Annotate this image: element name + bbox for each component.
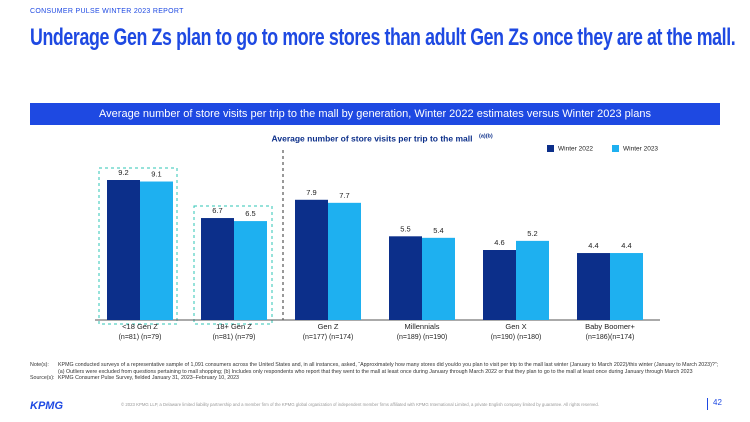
notes: Note(s): KPMG conducted surveys of a repr…: [30, 362, 720, 382]
slide-title: Underage Gen Zs plan to go to more store…: [30, 24, 736, 51]
bar: [577, 253, 610, 320]
highlight-box: [193, 205, 273, 325]
legend-swatch: [612, 145, 619, 152]
x-tick-label: Gen Z: [318, 322, 339, 331]
bar: [483, 250, 516, 320]
sample-size: (n=190) (n=180): [491, 334, 542, 341]
note-text: KPMG conducted surveys of a representati…: [58, 362, 719, 375]
value-label: 7.9: [306, 188, 316, 197]
sample-size: (n=177) (n=174): [303, 334, 354, 341]
bar: [140, 181, 173, 320]
x-tick-label: Millennials: [404, 322, 439, 331]
bar: [201, 218, 234, 320]
chart-title: Average number of store visits per trip …: [272, 133, 473, 143]
chart: Average number of store visits per trip …: [95, 133, 660, 341]
bar: [107, 180, 140, 320]
value-label: 6.5: [245, 209, 255, 218]
note-label: Note(s):: [30, 362, 49, 368]
value-label: 6.7: [212, 206, 222, 215]
bar: [389, 236, 422, 320]
x-tick-label: <18 Gen Z: [122, 322, 158, 331]
report-label: CONSUMER PULSE WINTER 2023 REPORT: [30, 8, 184, 15]
sample-size: (n=186)(n=174): [586, 334, 635, 341]
value-label: 4.4: [588, 241, 598, 250]
bar: [516, 240, 549, 320]
bar: [422, 237, 455, 320]
page-number: 42: [707, 398, 722, 410]
x-tick-label: Gen X: [505, 322, 526, 331]
copyright: © 2023 KPMG LLP, a Delaware limited liab…: [120, 402, 600, 407]
source-row: Source(s): KPMG Consumer Pulse Survey, fi…: [30, 375, 720, 382]
bar: [610, 253, 643, 320]
value-label: 4.4: [621, 241, 631, 250]
chart-title-note: (a)(b): [479, 133, 493, 139]
logo: KPMG: [30, 400, 63, 412]
legend-label: Winter 2022: [558, 146, 593, 153]
value-label: 7.7: [339, 191, 349, 200]
x-tick-label: 18+ Gen Z: [216, 322, 252, 331]
source-label: Source(s):: [30, 375, 55, 381]
source-text: KPMG Consumer Pulse Survey, fielded Janu…: [58, 375, 239, 381]
bar: [328, 202, 361, 320]
legend-label: Winter 2023: [623, 146, 658, 153]
value-label: 5.2: [527, 229, 537, 238]
sample-size: (n=81) (n=79): [119, 334, 162, 341]
legend-swatch: [547, 145, 554, 152]
bar: [295, 199, 328, 320]
sample-size: (n=189) (n=190): [397, 334, 448, 341]
banner: Average number of store visits per trip …: [30, 103, 720, 125]
value-label: 5.5: [400, 224, 410, 233]
note-row: Note(s): KPMG conducted surveys of a repr…: [30, 362, 720, 375]
value-label: 5.4: [433, 226, 443, 235]
value-label: 4.6: [494, 238, 504, 247]
highlight-box: [98, 167, 178, 325]
bar: [234, 221, 267, 320]
value-label: 9.2: [118, 168, 128, 177]
value-label: 9.1: [151, 170, 161, 179]
x-tick-label: Baby Boomer+: [585, 322, 635, 331]
sample-size: (n=81) (n=79): [213, 334, 256, 341]
